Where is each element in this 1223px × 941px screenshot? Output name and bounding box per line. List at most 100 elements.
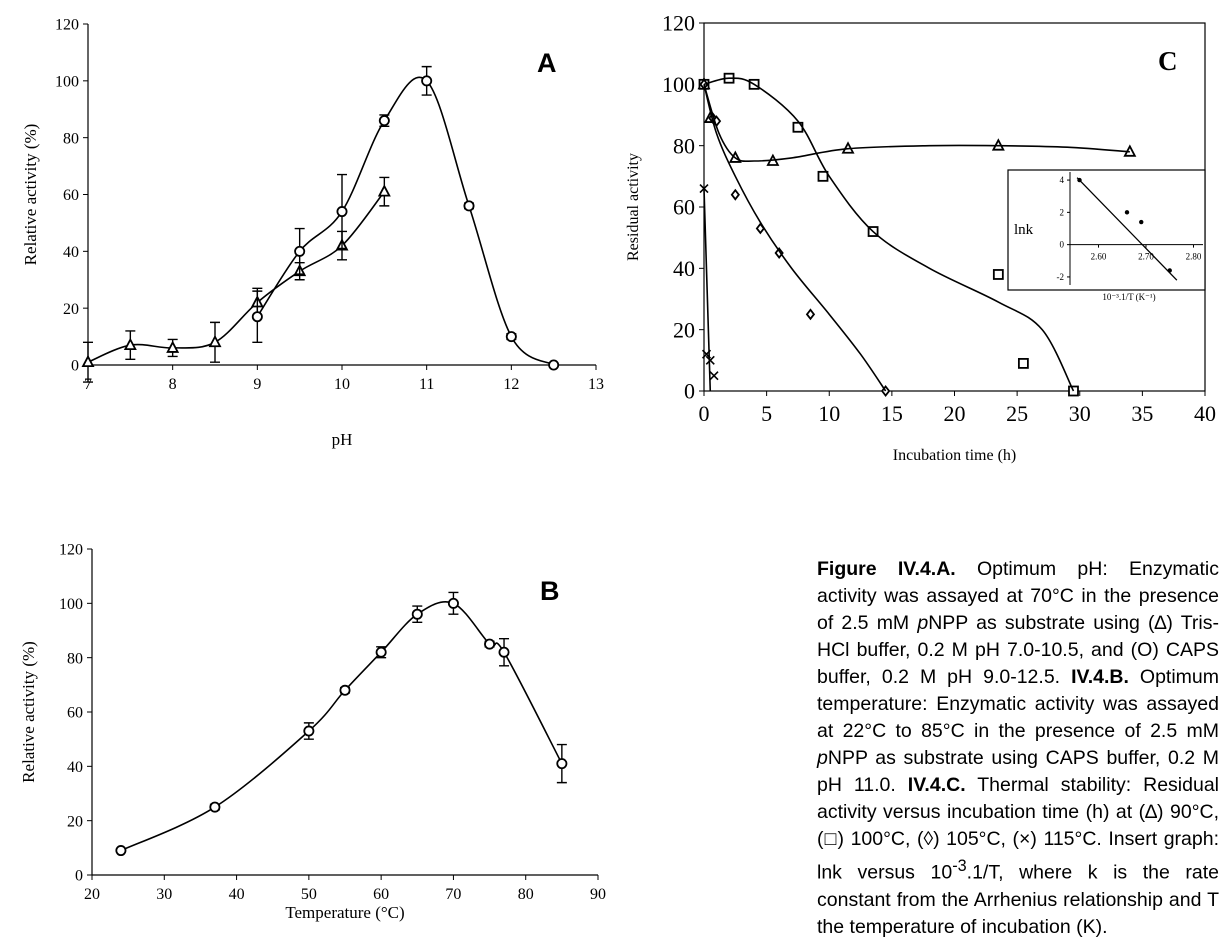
y-tick-label: 40 — [673, 256, 695, 281]
inset-regression-line — [1076, 177, 1178, 281]
y-tick-label: 100 — [59, 596, 83, 613]
y-tick-label: 20 — [63, 301, 79, 318]
inset-y-tick-label: 0 — [1060, 240, 1065, 250]
x-tick-label: 12 — [503, 376, 519, 393]
x-tick-label: 10 — [334, 376, 350, 393]
data-point-circle — [378, 115, 390, 127]
y-axis-label: Relative activity (%) — [19, 641, 38, 783]
inset-data-point — [1139, 219, 1144, 225]
chart-panel-c: 0 5 10 15 20 25 30 35 40020406080100120Incubatio… — [625, 11, 1216, 464]
data-point-triangle — [123, 337, 137, 351]
x-tick-label: 11 — [419, 376, 434, 393]
caption-italic-p-a: p — [917, 612, 929, 634]
data-point-triangle — [81, 354, 95, 368]
x-tick-label: 20 — [84, 886, 100, 903]
series-line — [120, 600, 563, 852]
caption-text-c: Thermal stability: Residual activity ver… — [817, 774, 1220, 884]
x-axis-label: pH — [332, 430, 353, 449]
fitted-curve — [703, 77, 1075, 392]
x-tick-label: 40 — [1194, 401, 1216, 426]
y-axis-label: Relative activity (%) — [21, 124, 40, 266]
x-tick-label: 0 — [699, 401, 710, 426]
x-tick-label: 35 — [1131, 401, 1153, 426]
data-point-circle — [251, 311, 263, 323]
y-tick-label: 120 — [59, 542, 83, 559]
caption-superscript: -3 — [952, 857, 967, 875]
data-point-square — [992, 269, 1004, 280]
caption-fig-label: Figure IV.4.A. — [817, 558, 956, 580]
x-tick-label: 80 — [518, 886, 534, 903]
fitted-curve — [703, 188, 712, 392]
data-point-diamond — [774, 247, 784, 259]
y-tick-label: 60 — [673, 195, 695, 220]
y-tick-label: 120 — [55, 17, 79, 34]
data-point-diamond — [805, 308, 816, 321]
x-tick-label: 30 — [1069, 401, 1091, 426]
data-point-circle — [447, 597, 459, 609]
panel-label: C — [1158, 46, 1178, 76]
inset-x-tick-label: 2.70 — [1138, 252, 1154, 262]
x-tick-label: 60 — [373, 886, 389, 903]
data-point-triangle — [166, 340, 180, 353]
chart-panel-a: 7 8 9 10 11 12 13 0 20 40 60 80 100 120 pH Relative act… — [21, 17, 604, 449]
y-tick-label: 60 — [67, 705, 83, 722]
figure-caption: Figure IV.4.A. Optimum pH: Enzymatic act… — [817, 556, 1219, 941]
y-tick-label: 100 — [662, 72, 695, 97]
y-tick-label: 0 — [71, 358, 79, 375]
y-axis-label: Residual activity — [625, 153, 642, 261]
y-tick-label: 40 — [67, 759, 83, 776]
inset-y-tick-label: -2 — [1057, 272, 1065, 282]
inset-x-tick-label: 2.80 — [1186, 252, 1202, 262]
y-tick-label: 0 — [684, 379, 695, 404]
caption-italic-p-b: p — [817, 747, 828, 769]
x-tick-label: 8 — [169, 376, 177, 393]
y-tick-label: 80 — [63, 130, 79, 147]
data-point-circle — [303, 725, 315, 737]
x-tick-label: 40 — [229, 886, 245, 903]
data-point-circle — [505, 331, 517, 343]
data-point-circle — [411, 608, 423, 620]
panel-label: A — [537, 48, 557, 78]
inset-y-label: lnk — [1014, 222, 1034, 238]
y-tick-label: 100 — [55, 73, 79, 90]
x-tick-label: 10 — [818, 401, 840, 426]
x-tick-label: 50 — [301, 886, 317, 903]
x-axis-label: Incubation time (h) — [893, 447, 1017, 464]
x-tick-label: 30 — [156, 886, 172, 903]
x-tick-label: 5 — [761, 401, 772, 426]
y-tick-label: 80 — [673, 133, 695, 158]
chart-panel-b: 20 30 40 50 60 70 80 90020406080100120Temperatu… — [19, 542, 606, 922]
data-point-circle — [115, 845, 127, 857]
inset-y-tick-label: 2 — [1060, 207, 1065, 217]
caption-text-a: Optimum pH: Enzymatic activity was assay… — [817, 558, 1219, 634]
inset-data-point — [1124, 210, 1130, 215]
y-tick-label: 60 — [63, 187, 79, 204]
y-tick-label: 0 — [75, 868, 83, 885]
series-line — [256, 76, 555, 366]
data-point-circle — [375, 646, 387, 658]
x-tick-label: 70 — [445, 886, 461, 903]
x-tick-label: 13 — [588, 376, 604, 393]
data-point-circle — [556, 758, 568, 770]
inset-frame — [1007, 169, 1206, 291]
data-point-circle — [336, 206, 348, 218]
y-tick-label: 120 — [662, 11, 695, 36]
data-point-square — [817, 170, 829, 182]
data-point-circle — [421, 75, 433, 87]
y-tick-label: 20 — [67, 813, 83, 830]
panel-label: B — [540, 576, 560, 606]
data-point-triangle — [208, 334, 222, 348]
data-point-cross — [709, 371, 719, 381]
inset-y-tick-label: 4 — [1060, 175, 1065, 185]
x-tick-label: 25 — [1006, 401, 1028, 426]
data-point-diamond — [730, 188, 740, 201]
y-tick-label: 80 — [67, 650, 83, 667]
fitted-curve — [703, 84, 1130, 163]
x-tick-label: 20 — [944, 401, 966, 426]
chart-c-inset: 4 2 0 -2 2.60 2.70 2.80 lnk 10⁻³.1/T (K⁻¹) — [1007, 169, 1206, 302]
data-point-circle — [498, 646, 510, 658]
y-tick-label: 40 — [63, 244, 79, 261]
data-point-square — [1017, 357, 1029, 369]
x-axis-label: Temperature (°C) — [285, 903, 404, 922]
data-point-circle — [484, 638, 496, 650]
